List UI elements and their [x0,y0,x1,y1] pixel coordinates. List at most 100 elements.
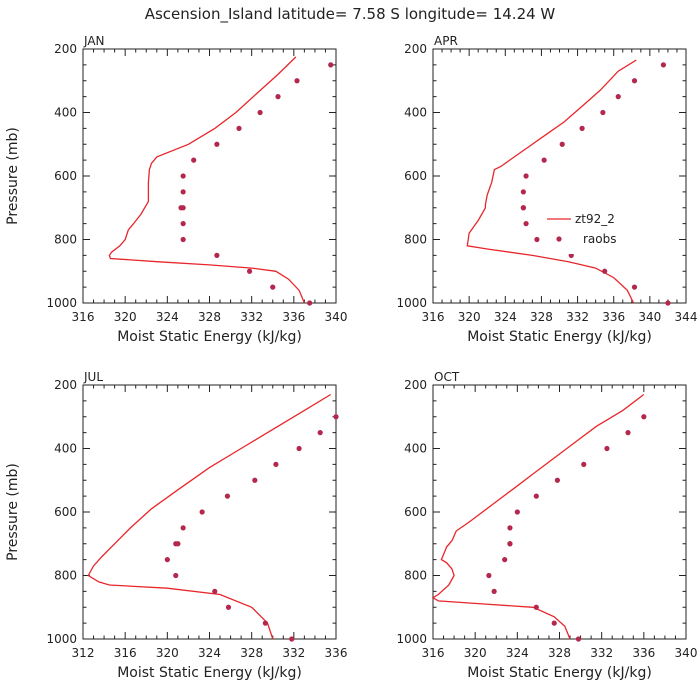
y-tick-label: 200 [404,42,427,56]
y-tick-label: 1000 [46,632,77,646]
panel-apr: APR 316 320 324 328 332 336 340 344 200 400 600 800 1… [396,34,697,345]
x-axis-label: Moist Static Energy (kJ/kg) [467,329,652,345]
y-tick-label: 800 [404,233,427,247]
y-tick-label: 400 [54,442,77,456]
raobs-point [328,62,334,68]
raobs-point [551,620,557,626]
x-tick-label: 336 [282,310,305,324]
plot-frame [432,48,687,304]
x-tick-label: 324 [156,310,179,324]
panel-label: OCT [434,370,460,384]
raobs-point [214,252,220,258]
raobs-point [625,430,631,436]
raobs-point [275,94,281,100]
y-tick-label: 600 [404,169,427,183]
raobs-point [575,636,582,642]
y-tick-label: 800 [404,569,427,583]
raobs-point [660,62,667,68]
raobs-point [523,221,529,227]
y-tick-label: 400 [404,442,427,456]
panel-oct: OCT 316 320 324 328 332 336 340 200 400 600 800 1000… [396,370,697,681]
x-tick-label: 332 [240,310,263,324]
raobs-point [602,268,608,274]
x-tick-label: 328 [240,646,263,660]
raobs-point [533,493,539,499]
plot-frame [432,384,687,640]
raobs-point [615,94,621,100]
raobs-point [173,572,179,579]
raobs-point [507,525,513,531]
x-tick-label: 316 [72,310,95,324]
panel-label: JUL [83,370,103,384]
x-tick-label: 320 [464,646,487,660]
x-tick-label: 324 [494,310,517,324]
raobs-point [252,477,258,483]
y-tick-label: 1000 [396,632,427,646]
raobs-point [289,636,295,642]
x-tick-label: 312 [72,646,95,660]
y-tick-label: 400 [54,106,77,120]
y-tick-label: 600 [404,505,427,519]
x-tick-label: 324 [506,646,529,660]
raobs-point [262,620,268,626]
raobs-point [554,477,560,483]
raobs-point [212,588,218,594]
legend-point-swatch [556,236,562,242]
raobs-point [173,541,179,547]
panel-jan: JAN 316 320 324 328 332 336 340 200 400 600 800 1000… [5,34,347,345]
raobs-point [641,414,647,420]
y-tick-label: 600 [54,505,77,519]
y-tick-label: 200 [54,42,77,56]
raobs-point [533,604,539,610]
x-tick-label: 324 [198,646,221,660]
raobs-point [270,284,276,290]
raobs-point [502,557,508,563]
y-tick-label: 800 [54,569,77,583]
x-tick-label: 316 [114,646,137,660]
raobs-point [225,604,232,610]
x-tick-label: 316 [422,310,445,324]
x-tick-label: 332 [566,310,589,324]
y-tick-label: 1000 [46,296,77,310]
x-tick-label: 336 [325,646,348,660]
raobs-point [180,525,186,531]
raobs-point [507,541,513,547]
raobs-point [600,109,606,116]
raobs-point [214,141,220,147]
panel-jul: JUL 312 316 320 324 328 332 336 200 400 600 800 1000… [5,370,347,681]
raobs-point [514,509,520,515]
x-tick-label: 332 [282,646,305,660]
legend-label: raobs [583,232,617,246]
x-tick-label: 320 [114,310,137,324]
raobs-point [520,189,526,195]
raobs-point [523,173,529,179]
x-axis-label: Moist Static Energy (kJ/kg) [117,665,302,681]
plot-frame [82,384,337,640]
raobs-point [631,284,638,290]
model-profile-line [87,393,332,640]
y-axis-label: Pressure (mb) [5,463,21,561]
raobs-point [164,557,170,563]
x-axis-label: Moist Static Energy (kJ/kg) [467,665,652,681]
raobs-point [486,572,492,579]
raobs-point [665,300,671,306]
figure-title: Ascension_Island latitude= 7.58 S longit… [145,5,556,24]
raobs-point [224,493,231,499]
y-tick-label: 200 [404,378,427,392]
model-profile-line [466,59,637,304]
raobs-point [296,445,302,452]
x-tick-label: 320 [458,310,481,324]
panel-label: APR [434,34,458,48]
x-tick-label: 340 [325,310,348,324]
x-tick-label: 328 [548,646,571,660]
x-tick-label: 332 [590,646,613,660]
x-tick-label: 316 [422,646,445,660]
legend-box [545,206,619,254]
raobs-point [581,461,587,467]
y-tick-label: 600 [54,169,77,183]
raobs-point [273,461,279,467]
x-tick-label: 328 [198,310,221,324]
raobs-point [491,588,497,594]
